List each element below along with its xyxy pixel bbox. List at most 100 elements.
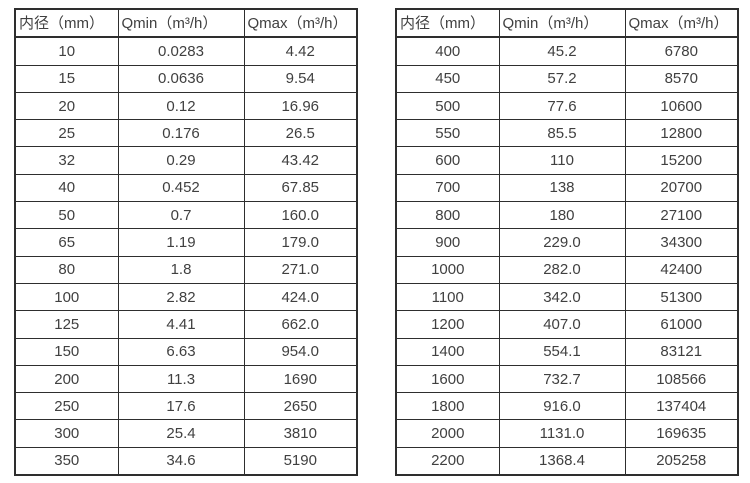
qmin-cell: 229.0: [498, 228, 626, 257]
qmax-cell: 20700: [624, 173, 739, 203]
flow-spec-table-small-diameters: 内径（mm） Qmin（m³/h） Qmax（m³/h） 10 0.0283 4.4…: [14, 8, 358, 477]
table-row: 700 138 20700: [395, 173, 739, 203]
qmax-cell: 26.5: [243, 119, 358, 148]
col-header-diameter: 内径（mm）: [395, 8, 500, 39]
table-row: 250 17.6 2650: [14, 392, 358, 421]
table-row: 1800 916.0 137404: [395, 392, 739, 421]
diameter-cell: 25: [14, 119, 119, 148]
table-body: 10 0.0283 4.42 15 0.0636 9.54 20 0.12 16.96 25 0.1…: [14, 36, 358, 476]
diameter-cell: 10: [14, 36, 119, 66]
table-row: 32 0.29 43.42: [14, 146, 358, 175]
qmin-cell: 0.12: [117, 91, 245, 121]
diameter-cell: 1200: [395, 310, 500, 339]
qmax-cell: 179.0: [243, 228, 358, 257]
qmax-cell: 15200: [624, 146, 739, 175]
qmax-cell: 137404: [624, 392, 739, 421]
qmin-cell: 77.6: [498, 91, 626, 121]
qmin-cell: 732.7: [498, 364, 626, 394]
qmax-cell: 34300: [624, 228, 739, 257]
table-row: 400 45.2 6780: [395, 36, 739, 66]
qmin-cell: 4.41: [117, 310, 245, 339]
diameter-cell: 1800: [395, 392, 500, 421]
table-row: 125 4.41 662.0: [14, 310, 358, 339]
diameter-cell: 1600: [395, 364, 500, 394]
table-row: 600 110 15200: [395, 146, 739, 175]
qmin-cell: 2.82: [117, 282, 245, 312]
table-row: 550 85.5 12800: [395, 119, 739, 148]
qmax-cell: 3810: [243, 419, 358, 448]
diameter-cell: 40: [14, 173, 119, 203]
col-header-qmax: Qmax（m³/h）: [243, 8, 358, 39]
diameter-cell: 50: [14, 201, 119, 230]
qmax-cell: 67.85: [243, 173, 358, 203]
diameter-cell: 150: [14, 337, 119, 366]
table-row: 350 34.6 5190: [14, 446, 358, 476]
diameter-cell: 1100: [395, 282, 500, 312]
qmin-cell: 34.6: [117, 446, 245, 476]
table-row: 10 0.0283 4.42: [14, 36, 358, 66]
diameter-cell: 800: [395, 201, 500, 230]
qmin-cell: 11.3: [117, 364, 245, 394]
diameter-cell: 32: [14, 146, 119, 175]
diameter-cell: 15: [14, 64, 119, 93]
qmin-cell: 0.29: [117, 146, 245, 175]
diameter-cell: 350: [14, 446, 119, 476]
qmin-cell: 554.1: [498, 337, 626, 366]
qmin-cell: 0.0283: [117, 36, 245, 66]
qmin-cell: 0.176: [117, 119, 245, 148]
qmax-cell: 169635: [624, 419, 739, 448]
diameter-cell: 300: [14, 419, 119, 448]
qmin-cell: 0.452: [117, 173, 245, 203]
qmin-cell: 1.8: [117, 255, 245, 284]
qmax-cell: 16.96: [243, 91, 358, 121]
qmax-cell: 8570: [624, 64, 739, 93]
table-row: 800 180 27100: [395, 201, 739, 230]
diameter-cell: 600: [395, 146, 500, 175]
col-header-qmin: Qmin（m³/h）: [117, 8, 245, 39]
qmax-cell: 108566: [624, 364, 739, 394]
table-row: 1200 407.0 61000: [395, 310, 739, 339]
qmin-cell: 1131.0: [498, 419, 626, 448]
diameter-cell: 550: [395, 119, 500, 148]
table-row: 20 0.12 16.96: [14, 91, 358, 121]
diameter-cell: 2000: [395, 419, 500, 448]
diameter-cell: 125: [14, 310, 119, 339]
qmin-cell: 1.19: [117, 228, 245, 257]
qmin-cell: 57.2: [498, 64, 626, 93]
qmax-cell: 83121: [624, 337, 739, 366]
qmin-cell: 1368.4: [498, 446, 626, 476]
qmin-cell: 6.63: [117, 337, 245, 366]
diameter-cell: 2200: [395, 446, 500, 476]
col-header-diameter: 内径（mm）: [14, 8, 119, 39]
qmax-cell: 160.0: [243, 201, 358, 230]
table-row: 200 11.3 1690: [14, 364, 358, 394]
qmax-cell: 954.0: [243, 337, 358, 366]
col-header-qmin: Qmin（m³/h）: [498, 8, 626, 39]
diameter-cell: 450: [395, 64, 500, 93]
qmin-cell: 916.0: [498, 392, 626, 421]
qmin-cell: 282.0: [498, 255, 626, 284]
table-row: 1600 732.7 108566: [395, 364, 739, 394]
qmax-cell: 205258: [624, 446, 739, 476]
qmax-cell: 424.0: [243, 282, 358, 312]
col-header-qmax: Qmax（m³/h）: [624, 8, 739, 39]
diameter-cell: 500: [395, 91, 500, 121]
qmin-cell: 17.6: [117, 392, 245, 421]
qmax-cell: 1690: [243, 364, 358, 394]
qmin-cell: 342.0: [498, 282, 626, 312]
diameter-cell: 900: [395, 228, 500, 257]
qmax-cell: 4.42: [243, 36, 358, 66]
table-row: 2000 1131.0 169635: [395, 419, 739, 448]
qmax-cell: 42400: [624, 255, 739, 284]
table-body: 400 45.2 6780 450 57.2 8570 500 77.6 10600 550 85.…: [395, 36, 739, 476]
diameter-cell: 400: [395, 36, 500, 66]
qmax-cell: 61000: [624, 310, 739, 339]
table-row: 2200 1368.4 205258: [395, 446, 739, 476]
table-header-row: 内径（mm） Qmin（m³/h） Qmax（m³/h）: [14, 8, 358, 39]
table-row: 40 0.452 67.85: [14, 173, 358, 203]
diameter-cell: 80: [14, 255, 119, 284]
table-header-row: 内径（mm） Qmin（m³/h） Qmax（m³/h）: [395, 8, 739, 39]
qmin-cell: 0.0636: [117, 64, 245, 93]
qmax-cell: 662.0: [243, 310, 358, 339]
flow-spec-table-large-diameters: 内径（mm） Qmin（m³/h） Qmax（m³/h） 400 45.2 6780…: [395, 8, 739, 477]
